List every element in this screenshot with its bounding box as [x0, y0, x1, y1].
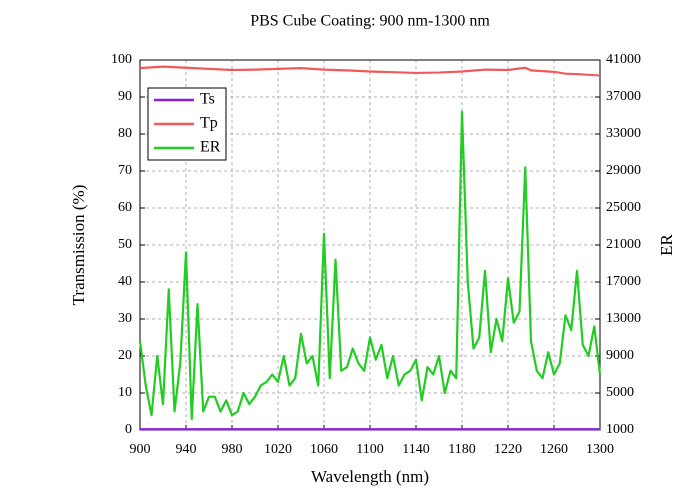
x-axis-label: Wavelength (nm)	[311, 467, 429, 486]
y-tick-label: 10	[118, 385, 132, 400]
y-tick-label: 30	[118, 311, 132, 326]
y2-tick-label: 25000	[606, 200, 641, 215]
y-tick-label: 50	[118, 237, 132, 252]
x-tick-label: 1180	[448, 442, 475, 457]
y-axis-label: Transmission (%)	[69, 185, 88, 306]
x-tick-label: 980	[222, 442, 243, 457]
series-line	[138, 110, 602, 420]
y2-tick-label: 33000	[606, 126, 641, 141]
y2-tick-label: 13000	[606, 311, 641, 326]
y2-tick-label: 1000	[606, 422, 634, 437]
x-tick-label: 900	[130, 442, 151, 457]
y-tick-label: 20	[118, 348, 132, 363]
y-tick-label: 90	[118, 89, 132, 104]
x-tick-label: 1060	[310, 442, 338, 457]
x-tick-label: 1020	[264, 442, 292, 457]
y2-tick-label: 41000	[606, 52, 641, 67]
x-tick-label: 1140	[402, 442, 429, 457]
y-tick-label: 80	[118, 126, 132, 141]
y-tick-label: 100	[111, 52, 132, 67]
legend-label: Tp	[200, 115, 218, 132]
x-tick-label: 1300	[586, 442, 614, 457]
y2-tick-label: 17000	[606, 274, 641, 289]
x-tick-label: 1260	[540, 442, 568, 457]
y-tick-label: 70	[118, 163, 132, 178]
y-tick-label: 0	[125, 422, 132, 437]
x-tick-label: 940	[176, 442, 197, 457]
y-tick-label: 60	[118, 200, 132, 215]
y2-axis-label: ER	[657, 233, 676, 255]
y2-tick-label: 37000	[606, 89, 641, 104]
y2-tick-label: 9000	[606, 348, 634, 363]
y-tick-label: 40	[118, 274, 132, 289]
y2-tick-label: 21000	[606, 237, 641, 252]
legend-label: Ts	[200, 91, 215, 108]
y2-tick-label: 29000	[606, 163, 641, 178]
y2-tick-label: 5000	[606, 385, 634, 400]
legend-label: ER	[200, 139, 221, 156]
chart-title: PBS Cube Coating: 900 nm-1300 nm	[250, 13, 490, 30]
x-tick-label: 1100	[356, 442, 383, 457]
series-line	[139, 65, 601, 77]
x-tick-label: 1220	[494, 442, 522, 457]
